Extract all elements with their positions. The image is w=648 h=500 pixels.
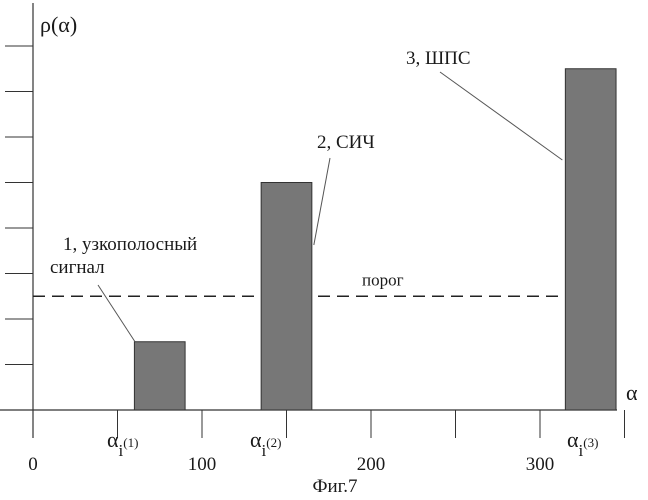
x-marker-superscript: (3)	[583, 435, 598, 450]
y-axis-title: ρ(α)	[40, 12, 77, 37]
x-tick-label: 100	[188, 454, 217, 475]
figure-caption: Фиг.7	[312, 476, 357, 497]
bar-3-label: 3, ШПС	[406, 48, 471, 69]
x-axis-title: α	[626, 380, 638, 405]
bar-3	[565, 69, 616, 410]
bar-1-x-marker: αi(1)	[107, 427, 138, 460]
bar-1-label-line2: сигнал	[50, 257, 105, 278]
bar-2-label: 2, СИЧ	[317, 132, 375, 153]
bar-1-leader	[98, 285, 135, 342]
bars-group	[134, 69, 616, 410]
x-tick-label: 200	[357, 454, 386, 475]
bar-1-label-line1: 1, узкополосный	[63, 234, 197, 255]
x-marker-superscript: (1)	[123, 435, 138, 450]
x-tick-label: 0	[28, 454, 38, 475]
x-marker-alpha: α	[567, 427, 579, 452]
threshold-label: порог	[362, 270, 404, 289]
bar-3-x-marker: αi(3)	[567, 427, 598, 460]
bar-1	[134, 342, 185, 410]
bar-2-x-marker: αi(2)	[250, 427, 281, 460]
x-tick-label: 300	[526, 454, 555, 475]
bar-2-leader	[314, 158, 330, 245]
bar-3-leader	[440, 72, 562, 160]
x-marker-alpha: α	[107, 427, 119, 452]
bar-2	[261, 183, 312, 411]
x-marker-superscript: (2)	[266, 435, 281, 450]
x-marker-alpha: α	[250, 427, 262, 452]
labels-group: порог 1, узкополосныйсигнал 2, СИЧ 3, ШПС αi…	[50, 48, 598, 460]
